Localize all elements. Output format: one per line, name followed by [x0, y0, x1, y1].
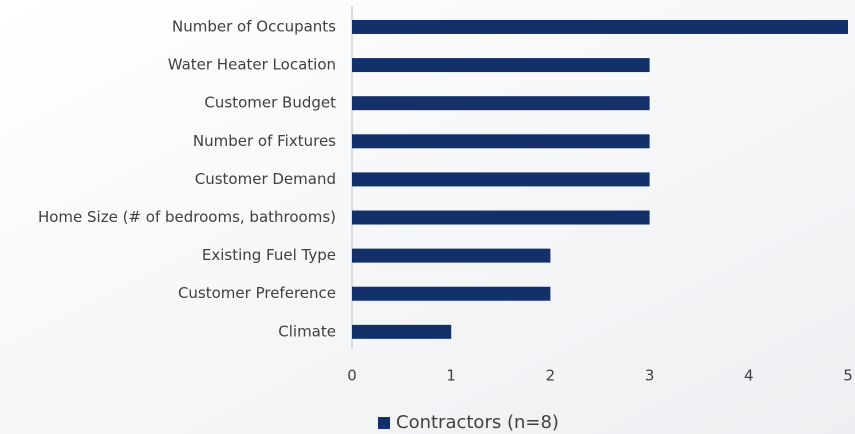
- bar: [352, 286, 551, 301]
- y-tick-label: Number of Occupants: [172, 17, 336, 35]
- bar: [352, 58, 650, 73]
- legend-label: Contractors (n=8): [396, 412, 559, 433]
- y-tick-label: Customer Demand: [195, 170, 336, 188]
- x-tick-label: 0: [347, 367, 357, 385]
- bar: [352, 134, 650, 149]
- x-tick-label: 4: [744, 367, 754, 385]
- y-tick-label: Customer Budget: [204, 94, 336, 112]
- bar: [352, 324, 452, 339]
- y-tick-label: Number of Fixtures: [193, 132, 336, 150]
- x-tick-label: 2: [546, 367, 556, 385]
- x-tick-label: 5: [843, 367, 853, 385]
- bar: [352, 248, 551, 263]
- bar: [352, 210, 650, 225]
- x-tick-label: 1: [446, 367, 456, 385]
- bar: [352, 96, 650, 111]
- legend-swatch: [378, 417, 390, 429]
- bar: [352, 19, 848, 34]
- y-tick-label: Climate: [278, 322, 336, 340]
- y-tick-label: Home Size (# of bedrooms, bathrooms): [38, 208, 336, 226]
- y-tick-label: Customer Preference: [178, 284, 336, 302]
- y-tick-label: Water Heater Location: [168, 56, 336, 74]
- x-tick-label: 3: [645, 367, 655, 385]
- bar: [352, 172, 650, 187]
- y-tick-label: Existing Fuel Type: [202, 246, 336, 264]
